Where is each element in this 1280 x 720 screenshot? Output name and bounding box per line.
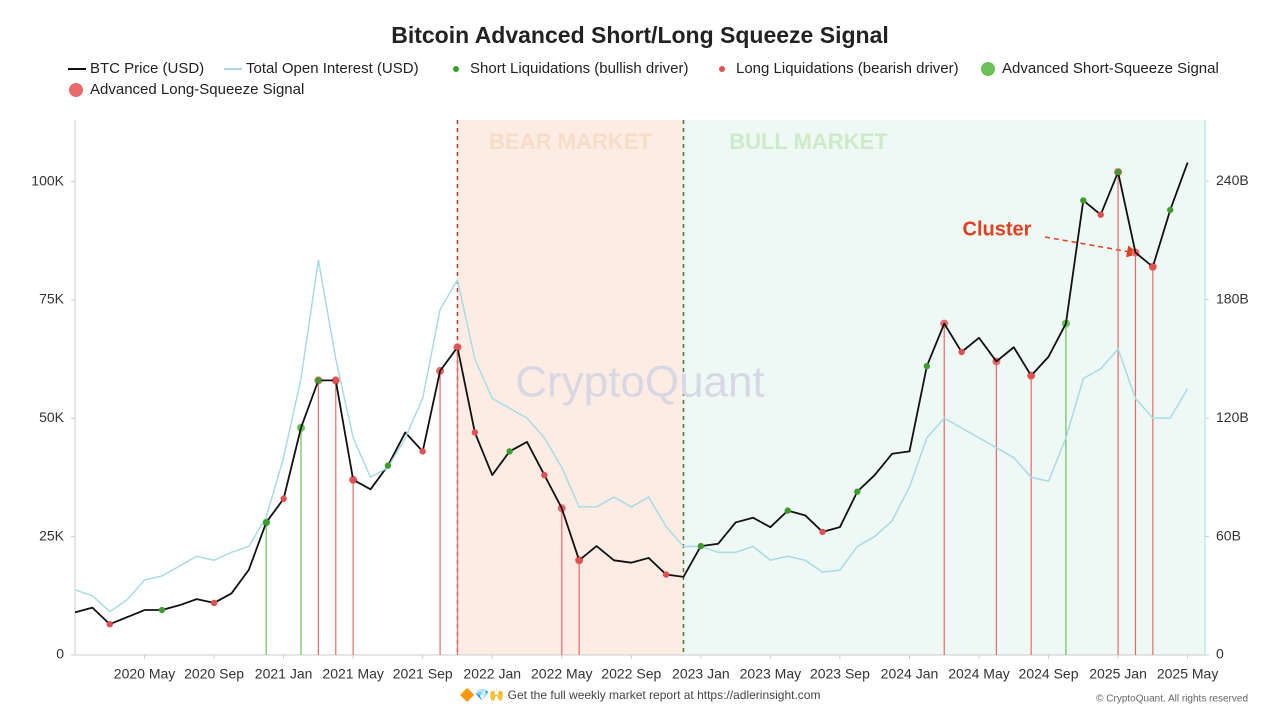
y-tick-label: 25K [39, 527, 65, 543]
x-tick-label: 2023 May [740, 666, 801, 682]
y2-tick-label: 240B [1216, 172, 1249, 188]
series-line [74, 162, 1189, 626]
x-tick-label: 2020 May [114, 666, 175, 682]
liquidation-dot [506, 448, 513, 455]
liquidation-dot [1114, 168, 1122, 176]
legend-label: BTC Price (USD) [90, 60, 204, 77]
liquidation-dot [697, 542, 705, 550]
x-tick-label: 2024 Sep [1019, 666, 1079, 682]
liquidation-dot [541, 471, 548, 479]
x-tick-label: 2021 May [322, 666, 383, 682]
liquidation-dot [662, 571, 670, 578]
liquidation-dot [349, 476, 357, 484]
watermark: CryptoQuant [515, 358, 764, 407]
y2-tick-label: 120B [1216, 409, 1249, 425]
liquidation-dot [106, 621, 113, 628]
x-tick-label: 2025 May [1157, 666, 1218, 682]
legend-label: Advanced Short-Squeeze Signal [1002, 60, 1219, 77]
liquidation-dot [1080, 197, 1087, 204]
x-tick-label: 2022 May [531, 666, 592, 682]
liquidation-dot [384, 462, 392, 469]
liquidation-dot [471, 429, 479, 436]
region-label: BULL MARKET [729, 129, 888, 154]
liquidation-dot [1149, 263, 1157, 270]
x-tick-label: 2025 Jan [1089, 666, 1147, 682]
liquidation-dot [854, 488, 861, 495]
legend-label: Total Open Interest (USD) [246, 60, 419, 77]
region-label: BEAR MARKET [489, 129, 652, 154]
x-tick-label: 2022 Sep [601, 666, 661, 682]
liquidation-dot [210, 599, 218, 607]
legend-swatch [453, 66, 459, 72]
copyright: © CryptoQuant. All rights reserved [1096, 694, 1248, 705]
annotation: Cluster [963, 218, 1032, 240]
annotation-arrow [1044, 236, 1139, 258]
y2-tick-label: 0 [1216, 646, 1224, 662]
liquidation-dot [332, 377, 339, 384]
liquidation-dot [419, 448, 426, 455]
liquidation-dot [958, 348, 965, 356]
x-tick-label: 2024 May [948, 666, 1009, 682]
legend-label: Short Liquidations (bullish driver) [470, 60, 688, 77]
x-tick-label: 2024 Jan [881, 666, 939, 682]
liquidation-dot [263, 519, 270, 526]
x-tick-label: 2023 Sep [810, 666, 870, 682]
liquidation-dot [280, 495, 287, 502]
x-tick-label: 2021 Jan [255, 666, 313, 682]
x-tick-label: 2020 Sep [184, 666, 244, 682]
liquidation-dot [923, 362, 931, 370]
x-tick-label: 2023 Jan [672, 666, 730, 682]
liquidation-dot [575, 557, 583, 564]
series-line [74, 259, 1189, 613]
chart-title: Bitcoin Advanced Short/Long Squeeze Sign… [391, 22, 889, 48]
liquidation-dot [1027, 372, 1035, 379]
liquidation-dot [1097, 211, 1104, 218]
y-tick-label: 0 [56, 646, 64, 662]
x-tick-label: 2022 Jan [463, 666, 521, 682]
y-tick-label: 50K [39, 409, 65, 425]
liquidation-dot [158, 606, 166, 614]
x-tick-label: 2021 Sep [393, 666, 453, 682]
liquidation-dot [1167, 206, 1174, 214]
legend-label: Long Liquidations (bearish driver) [736, 60, 959, 77]
legend-swatch [719, 66, 725, 72]
y2-tick-label: 180B [1216, 290, 1249, 306]
liquidation-dot [819, 528, 826, 536]
liquidation-dot [454, 344, 461, 351]
liquidation-dot [784, 507, 791, 514]
legend-swatch [69, 83, 83, 97]
market-region [457, 120, 684, 655]
y2-tick-label: 60B [1216, 527, 1241, 543]
y-tick-label: 75K [39, 291, 65, 307]
footer: 🔶💎🙌 Get the full weekly market report at… [460, 688, 821, 702]
liquidation-dot [315, 377, 322, 384]
legend-label: Advanced Long-Squeeze Signal [90, 81, 304, 98]
legend-swatch [981, 62, 995, 76]
y-tick-label: 100K [31, 172, 64, 188]
